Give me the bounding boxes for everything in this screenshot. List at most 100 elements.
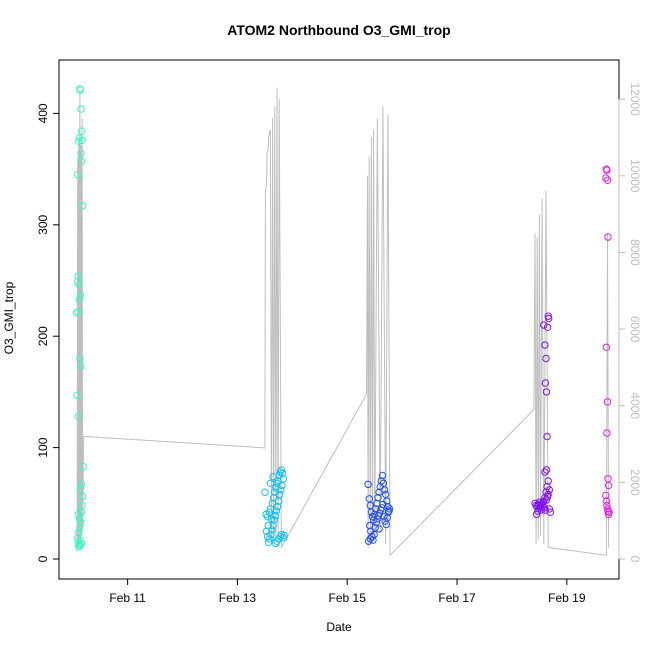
data-point — [77, 362, 85, 370]
data-point — [76, 291, 85, 299]
y2-tick-label: 2000 — [628, 469, 642, 496]
data-point — [78, 136, 86, 144]
y2-tick-label: 0 — [628, 556, 642, 563]
data-point — [542, 388, 551, 396]
y-axis-left: 0 100 200 300 400 — [36, 103, 60, 562]
x-tick-label: Feb 13 — [219, 591, 257, 605]
data-point — [364, 537, 373, 545]
data-point — [543, 432, 551, 441]
data-point — [545, 505, 553, 513]
data-point — [77, 127, 86, 135]
data-point — [278, 481, 286, 490]
data-point — [272, 507, 281, 515]
y-tick-label: 200 — [36, 326, 50, 346]
data-point — [75, 137, 83, 146]
data-point — [265, 508, 273, 516]
data-point — [269, 472, 277, 481]
y-tick-label: 0 — [36, 555, 50, 562]
data-point — [77, 105, 85, 113]
altitude-series-line — [76, 87, 610, 557]
data-point — [269, 521, 277, 530]
data-point — [74, 412, 82, 421]
data-points-layer — [72, 85, 613, 551]
data-point — [278, 469, 287, 477]
data-point — [73, 391, 81, 399]
y2-tick-label: 12000 — [628, 82, 642, 116]
data-point — [541, 379, 550, 387]
data-point — [380, 486, 389, 494]
data-point — [270, 516, 278, 524]
data-point — [263, 513, 272, 521]
data-point — [366, 535, 374, 543]
data-point — [77, 480, 86, 489]
data-point — [546, 508, 555, 516]
data-point — [380, 513, 388, 521]
data-point — [603, 166, 611, 174]
x-tick-label: Feb 17 — [438, 591, 476, 605]
data-point — [274, 497, 283, 505]
data-point — [375, 525, 383, 533]
data-point — [273, 502, 282, 511]
data-point — [602, 343, 611, 351]
data-point — [544, 490, 552, 499]
data-point — [76, 536, 84, 544]
data-point — [604, 507, 612, 515]
x-tick-label: Feb 15 — [329, 591, 367, 605]
data-point — [77, 518, 85, 526]
y-tick-label: 400 — [36, 103, 50, 123]
data-point — [541, 468, 549, 476]
data-point — [603, 176, 612, 185]
data-point — [603, 501, 611, 510]
x-axis: Feb 11 Feb 13 Feb 15 Feb 17 Feb 19 — [109, 578, 586, 605]
data-point — [371, 524, 379, 532]
data-point — [544, 477, 552, 485]
data-point — [604, 233, 612, 241]
data-point — [543, 323, 552, 331]
data-point — [604, 481, 613, 490]
y2-tick-label: 8000 — [628, 239, 642, 266]
data-point — [72, 309, 81, 317]
data-point — [268, 526, 276, 534]
data-point — [603, 429, 611, 437]
data-point — [79, 462, 87, 471]
data-point — [372, 518, 380, 526]
data-point — [263, 533, 272, 541]
data-point — [365, 495, 373, 503]
data-point — [74, 534, 82, 542]
y2-tick-label: 4000 — [628, 392, 642, 419]
data-point — [76, 485, 85, 493]
data-point — [542, 466, 551, 474]
data-point — [379, 500, 387, 509]
y-axis-right: 0 2000 4000 6000 8000 10000 12000 — [618, 82, 642, 563]
data-point — [78, 492, 87, 501]
data-point — [378, 471, 387, 480]
data-point — [364, 480, 372, 489]
data-point — [74, 308, 82, 316]
data-point — [277, 466, 286, 474]
data-point — [77, 149, 85, 158]
y2-tick-label: 6000 — [628, 316, 642, 343]
altitude-line-layer — [76, 87, 610, 557]
data-point — [76, 86, 85, 94]
data-point — [266, 479, 275, 487]
data-point — [74, 277, 82, 286]
data-point — [541, 506, 550, 514]
data-point — [605, 508, 613, 516]
data-point — [76, 524, 84, 532]
data-point — [265, 538, 273, 546]
data-point — [541, 341, 549, 349]
data-point — [545, 314, 553, 323]
data-point — [602, 491, 610, 500]
data-point — [75, 281, 83, 289]
data-point — [383, 514, 391, 522]
data-point — [542, 354, 550, 363]
data-point — [261, 488, 269, 496]
data-point — [75, 295, 84, 304]
data-point — [602, 497, 611, 505]
data-point — [385, 505, 394, 513]
data-point — [78, 202, 87, 210]
chart-title: ATOM2 Northbound O3_GMI_trop — [227, 22, 450, 38]
data-point — [74, 510, 82, 519]
data-point — [75, 528, 83, 536]
